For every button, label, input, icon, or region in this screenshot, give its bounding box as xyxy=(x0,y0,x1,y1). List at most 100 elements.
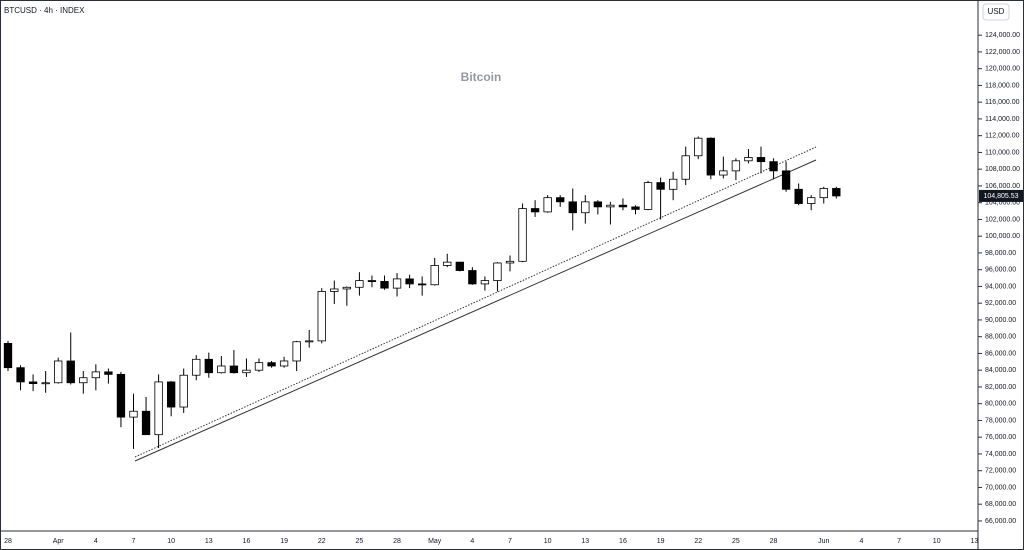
y-tick-label: 82,000.00 xyxy=(985,384,1016,391)
candle-body xyxy=(807,197,816,204)
y-tick-label: 116,000.00 xyxy=(985,99,1020,106)
currency-button[interactable] xyxy=(982,3,1010,21)
candle-body xyxy=(756,157,766,163)
x-tick-label: 22 xyxy=(694,538,702,545)
candle-body xyxy=(179,374,188,408)
y-tick-label: 94,000.00 xyxy=(985,283,1016,290)
x-tick-label: 10 xyxy=(933,538,941,545)
candle-body xyxy=(217,365,226,374)
chart-title: Bitcoin xyxy=(461,70,502,84)
y-tick-label: 106,000.00 xyxy=(985,183,1020,190)
candle-body xyxy=(166,381,176,408)
y-tick-label: 76,000.00 xyxy=(985,434,1016,441)
x-tick-label: 13 xyxy=(205,538,213,545)
candle-body xyxy=(254,362,264,371)
y-tick-label: 108,000.00 xyxy=(985,166,1020,173)
candle-body xyxy=(606,204,615,208)
candle-body xyxy=(694,137,703,157)
last-price-label: 104,805.53 xyxy=(983,193,1018,200)
y-tick-label: 122,000.00 xyxy=(985,49,1020,56)
candle-body xyxy=(618,204,628,208)
candle-body xyxy=(480,280,490,285)
candle-body xyxy=(91,371,101,379)
y-tick-label: 70,000.00 xyxy=(985,484,1016,491)
candle-body xyxy=(744,157,753,162)
x-tick-label: 4 xyxy=(470,538,474,545)
x-tick-label: 7 xyxy=(132,538,136,545)
x-tick-label: 28 xyxy=(4,538,12,545)
candle-body xyxy=(656,182,665,190)
y-tick-label: 74,000.00 xyxy=(985,451,1016,458)
candle-body xyxy=(192,358,201,376)
x-tick-label: 19 xyxy=(280,538,288,545)
x-tick-label: 10 xyxy=(544,538,552,545)
x-tick-label: 7 xyxy=(508,538,512,545)
candle-body xyxy=(769,161,778,172)
y-tick-label: 98,000.00 xyxy=(985,250,1016,257)
y-tick-label: 96,000.00 xyxy=(985,267,1016,274)
candle-body xyxy=(719,170,728,176)
x-tick-label: 10 xyxy=(167,538,175,545)
x-tick-label: 19 xyxy=(657,538,665,545)
y-tick-label: 72,000.00 xyxy=(985,468,1016,475)
candle-body xyxy=(28,381,38,384)
x-tick-label: 25 xyxy=(732,538,740,545)
candle-body xyxy=(819,188,828,199)
candle-body xyxy=(342,286,352,290)
x-tick-label: 4 xyxy=(859,538,863,545)
candle-body xyxy=(317,291,326,342)
candle-body xyxy=(330,288,339,292)
candle-body xyxy=(405,278,414,285)
candle-body xyxy=(530,208,540,213)
y-tick-label: 124,000.00 xyxy=(985,32,1020,39)
y-tick-label: 88,000.00 xyxy=(985,334,1016,341)
x-tick-label: 16 xyxy=(243,538,251,545)
candle-body xyxy=(781,170,791,190)
y-tick-label: 120,000.00 xyxy=(985,66,1020,73)
candle-body xyxy=(54,360,63,384)
candle-body xyxy=(430,265,439,286)
candle-body xyxy=(518,208,527,262)
candle-body xyxy=(631,206,640,210)
x-tick-label: 16 xyxy=(619,538,627,545)
candle-body xyxy=(229,365,239,374)
y-tick-label: 66,000.00 xyxy=(985,518,1016,525)
x-tick-label: 22 xyxy=(318,538,326,545)
candle-body xyxy=(392,278,402,289)
y-tick-label: 86,000.00 xyxy=(985,350,1016,357)
x-tick-label: 7 xyxy=(897,538,901,545)
x-tick-label: Jun xyxy=(818,538,829,545)
last-price-box xyxy=(979,189,1023,202)
candle-body xyxy=(568,201,577,214)
candle-body xyxy=(593,201,603,208)
symbol-label: BTCUSD · 4h · INDEX xyxy=(4,6,85,15)
candle-body xyxy=(16,367,25,383)
y-tick-label: 118,000.00 xyxy=(985,82,1020,89)
candle-body xyxy=(41,382,50,385)
trend-line[interactable] xyxy=(134,159,817,462)
x-tick-label: May xyxy=(428,538,442,545)
y-tick-label: 68,000.00 xyxy=(985,501,1016,508)
y-tick-label: 92,000.00 xyxy=(985,300,1016,307)
candle-body xyxy=(305,340,314,343)
candle-body xyxy=(66,360,75,384)
candle-body xyxy=(505,260,515,264)
candle-body xyxy=(3,342,13,369)
candle-body xyxy=(556,197,565,203)
candle-body xyxy=(279,360,289,367)
candle-body xyxy=(832,188,841,197)
candle-body xyxy=(731,160,741,172)
candle-body xyxy=(116,373,126,418)
currency-label: USD xyxy=(988,7,1005,16)
candle-body xyxy=(129,410,138,418)
y-tick-label: 104,000.00 xyxy=(985,200,1020,207)
y-tick-label: 84,000.00 xyxy=(985,367,1016,374)
candle-body xyxy=(242,369,251,374)
candle-body xyxy=(141,410,151,436)
candle-body xyxy=(468,270,477,285)
candle-body xyxy=(154,381,163,436)
candle-body xyxy=(79,377,88,384)
x-tick-label: 28 xyxy=(393,538,401,545)
